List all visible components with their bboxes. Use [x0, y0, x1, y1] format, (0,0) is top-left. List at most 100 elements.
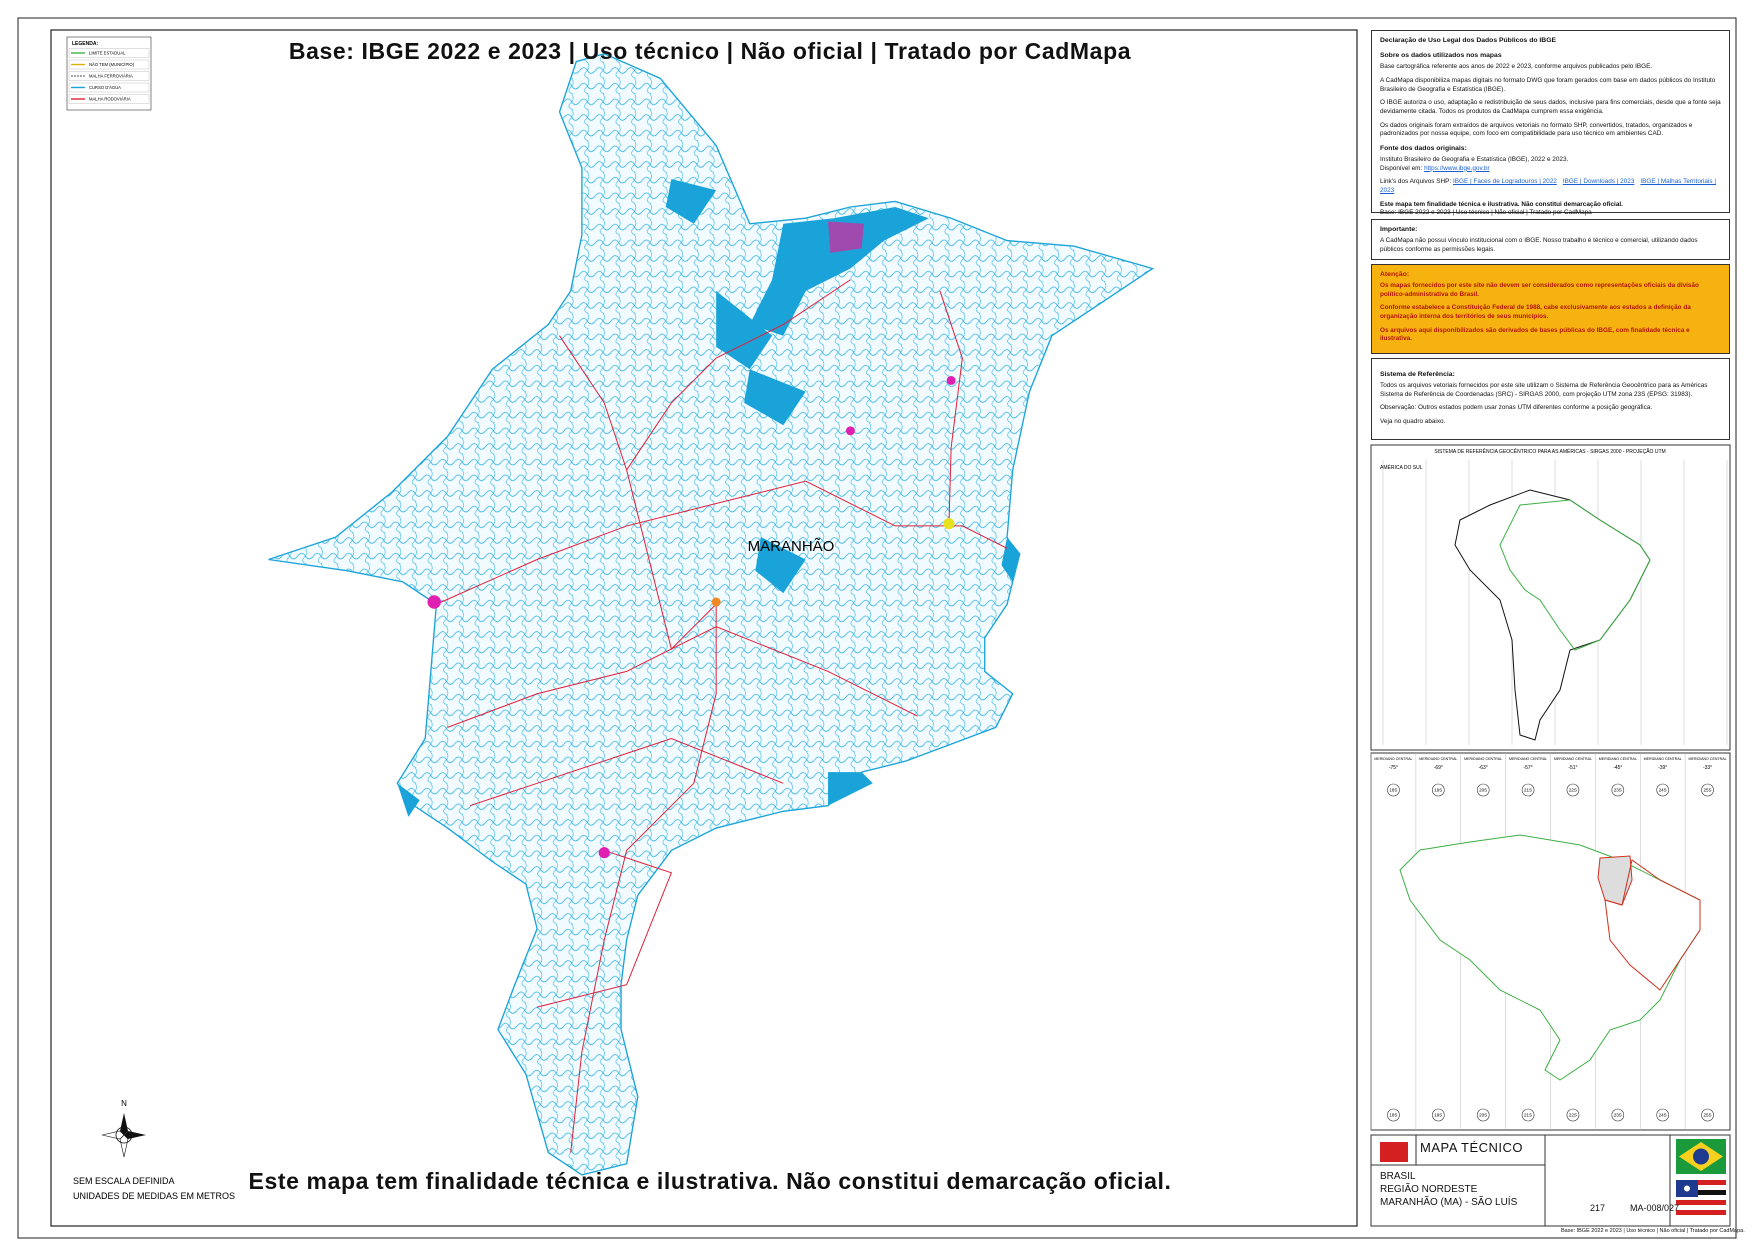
meridian-caption: MERIDIANO CENTRAL [1374, 757, 1412, 761]
zone-circle [1611, 783, 1625, 797]
roads [436, 279, 1008, 1153]
tb-line: BRASIL [1380, 1171, 1416, 1182]
zone-circle [1566, 1108, 1580, 1122]
zone-circle [1387, 1108, 1400, 1122]
zone-circle [1701, 1108, 1714, 1122]
paragraph: Todos os arquivos vetoriais fornecidos p… [1380, 382, 1708, 398]
legend-label: MALHA RODOVIÁRIA [89, 97, 131, 102]
zone-label: 21S [1524, 1113, 1532, 1118]
meridian-label: -33° [1703, 765, 1712, 771]
text: Link's dos Arquivos SHP: [1380, 178, 1452, 186]
northeast-region [1604, 859, 1701, 991]
tb-line: MARANHÃO (MA) - SÃO LUÍS [1380, 1197, 1518, 1208]
legend-row [68, 71, 150, 81]
zone-label: 20S [1479, 1113, 1487, 1118]
link[interactable]: IBGE | Malhas Territoriais | 2023 [1380, 178, 1717, 194]
paragraphs: Todos os arquivos vetoriais fornecidos p… [1380, 382, 1721, 427]
link[interactable]: https://www.ibge.gov.br [1424, 164, 1490, 172]
legend-title: LEGENDA: [72, 41, 98, 47]
zone-circle [1521, 1108, 1535, 1122]
outer-frame [17, 17, 1737, 1239]
text: Disponível em: [1380, 164, 1423, 172]
zone-circle [1432, 783, 1445, 797]
river-network [268, 53, 1153, 1175]
text: Instituto Brasileiro de Geografia e Esta… [1380, 156, 1569, 163]
link[interactable]: IBGE | Downloads | 2023 [1562, 178, 1635, 186]
zone-label: 23S [1614, 788, 1622, 793]
meridian-label: -69° [1434, 765, 1443, 771]
flag-brazil [1676, 1139, 1726, 1174]
zone-circle [1476, 1108, 1490, 1122]
meridian-label: -45° [1613, 765, 1622, 771]
text: Base: IBGE 2022 e 2023 | Uso técnico | N… [1380, 209, 1592, 217]
urban-areas [427, 375, 956, 859]
meridian-caption: MERIDIANO CENTRAL [1644, 757, 1682, 761]
map-frame [50, 29, 1358, 1227]
zone-circle [1656, 1108, 1669, 1122]
heading: Importante: [1380, 226, 1418, 233]
declaration-box: Declaração de Uso Legal dos Dados Públic… [1371, 30, 1730, 216]
zone-circle [1432, 1108, 1445, 1122]
zone-circle [1476, 783, 1490, 797]
paragraph: Os mapas fornecidos por este site não de… [1380, 282, 1699, 298]
meridian-caption: MERIDIANO CENTRAL [1464, 757, 1502, 761]
lakes [665, 179, 806, 594]
text: A CadMapa não possui vínculo institucion… [1380, 237, 1698, 253]
map-title: Base: IBGE 2022 e 2023 | Uso técnico | N… [288, 38, 1132, 64]
meridian-caption: MERIDIANO CENTRAL [1554, 757, 1592, 761]
legend-row [68, 48, 150, 58]
zone-label: 18S [1389, 788, 1397, 793]
zone-label: 25S [1704, 1113, 1712, 1118]
legend-label: NÃO TEM (MUNICÍPIO) [89, 62, 135, 67]
meridian-caption: MERIDIANO CENTRAL [1599, 757, 1637, 761]
zone-circle [1387, 783, 1400, 797]
scale-note: SEM ESCALA DEFINIDA [73, 1176, 175, 1186]
zone-circle [1701, 783, 1714, 797]
zone-circle [1611, 1108, 1625, 1122]
meridian-caption: MERIDIANO CENTRAL [1419, 757, 1457, 761]
sa-map-caption: SISTEMA DE REFERÊNCIA GEOCÊNTRICO PARA A… [1434, 447, 1665, 455]
paragraphs: Base cartográfica referente aos anos de … [1380, 63, 1721, 138]
legend-label: CURSO D'ÁGUA [89, 85, 121, 90]
heading: Fonte dos dados originais: [1380, 144, 1467, 152]
link[interactable]: IBGE | Faces de Logradouros | 2022 [1452, 178, 1557, 186]
state-shape [268, 53, 1155, 1176]
reference-box: Sistema de Referência: Todos os arquivos… [1371, 358, 1730, 440]
meridian-caption: MERIDIANO CENTRAL [1509, 757, 1547, 761]
text: Este mapa tem finalidade técnica e ilust… [1380, 200, 1623, 208]
paragraph: Os dados originais foram extraídos de ar… [1380, 121, 1693, 138]
meridian-caption: MERIDIANO CENTRAL [1688, 757, 1726, 761]
paragraph: O IBGE autoriza o uso, adaptação e redis… [1380, 99, 1721, 115]
heading: Atenção: [1380, 271, 1410, 278]
zone-label: 20S [1479, 788, 1487, 793]
tb-heading: MAPA TÉCNICO [1420, 1140, 1524, 1155]
state-label: MARANHÃO [748, 538, 835, 555]
zone-label: 22S [1569, 1113, 1577, 1118]
legend-row [68, 59, 150, 70]
zone-label: 19S [1434, 1113, 1442, 1118]
zone-circle [1521, 783, 1535, 797]
paragraphs: Os mapas fornecidos por este site não de… [1380, 282, 1721, 344]
zone-label: 25S [1704, 788, 1712, 793]
flag-maranhao [1676, 1180, 1726, 1215]
tb-code: MA-008/027 [1630, 1203, 1680, 1213]
paragraph: Observação: Outros estados podem usar zo… [1380, 404, 1653, 412]
zone-label: 22S [1569, 788, 1577, 793]
meridian-label: -39° [1658, 765, 1667, 771]
meridian-label: -51° [1568, 765, 1577, 771]
legend-row [68, 94, 150, 104]
meridian-label: -63° [1479, 765, 1488, 771]
north-arrow: N [101, 1099, 146, 1158]
tb-line: REGIÃO NORDESTE [1380, 1184, 1478, 1195]
zone-label: 24S [1659, 788, 1667, 793]
paragraph: Veja no quadro abaixo. [1380, 418, 1446, 426]
scale-note: UNIDADES DE MEDIDAS EM METROS [73, 1191, 235, 1201]
heading: Sobre os dados utilizados nos mapas [1380, 52, 1502, 60]
zone-label: 23S [1614, 1113, 1622, 1118]
brazil-outline-small [1499, 499, 1651, 651]
legend-label: MALHA FERROVIÁRIA [89, 74, 133, 79]
meridian-label: -57° [1523, 765, 1532, 771]
heading: Declaração de Uso Legal dos Dados Públic… [1380, 37, 1557, 44]
